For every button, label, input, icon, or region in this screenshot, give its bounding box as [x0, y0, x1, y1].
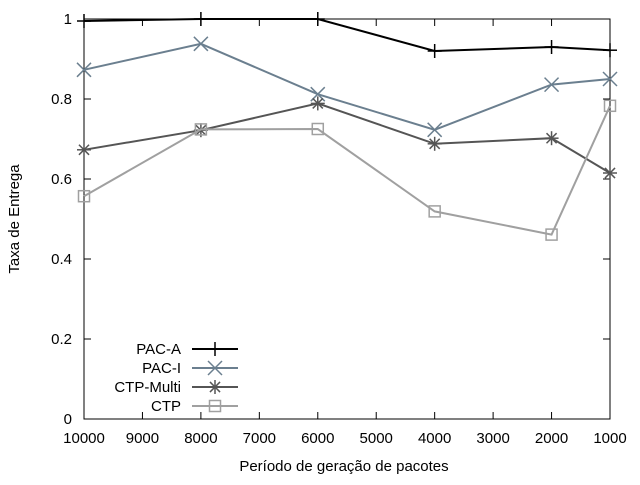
- legend-marker: [208, 380, 222, 394]
- legend-label: CTP-Multi: [114, 379, 181, 396]
- data-point: [310, 12, 325, 26]
- series-ctp-multi: [77, 96, 617, 180]
- data-point: [544, 77, 560, 93]
- data-point: [427, 122, 443, 138]
- legend-marker: [208, 399, 222, 413]
- x-axis-title: Período de geração de pacotes: [239, 458, 448, 475]
- x-tick-label: 7000: [243, 430, 276, 447]
- data-point: [311, 122, 325, 136]
- data-point: [544, 40, 559, 54]
- legend-label: PAC-A: [136, 341, 181, 358]
- y-tick-label: 0: [64, 411, 72, 428]
- x-tick-label: 4000: [418, 430, 451, 447]
- legend-label: CTP: [151, 398, 181, 415]
- legend-marker: [208, 342, 222, 356]
- legend-item: PAC-A: [136, 341, 238, 358]
- legend-item: CTP-Multi: [114, 379, 238, 396]
- data-point: [427, 44, 442, 58]
- data-point: [602, 71, 618, 87]
- y-tick-label: 0.4: [51, 251, 72, 268]
- plot-frame: [83, 18, 611, 420]
- series-line: [83, 102, 611, 174]
- series-line: [83, 42, 611, 131]
- x-tick-label: 8000: [184, 430, 217, 447]
- data-point: [603, 166, 617, 180]
- data-point: [77, 14, 91, 28]
- data-point: [77, 142, 91, 157]
- x-tick-label: 6000: [301, 430, 334, 447]
- data-point: [544, 131, 559, 146]
- data-point: [77, 189, 91, 203]
- data-point: [603, 99, 617, 113]
- data-point: [193, 36, 209, 52]
- series-ctp: [77, 99, 617, 241]
- data-point: [310, 96, 325, 111]
- data-point: [427, 136, 442, 151]
- data-point: [603, 43, 617, 58]
- x-tick-label: 9000: [126, 430, 159, 447]
- y-tick-label: 0.2: [51, 331, 72, 348]
- data-point: [428, 205, 441, 218]
- series-pac-a: [77, 12, 617, 58]
- series-pac-i: [76, 36, 618, 138]
- data-point: [545, 228, 558, 241]
- x-tick-label: 10000: [63, 430, 105, 447]
- y-axis-title: Taxa de Entrega: [6, 164, 23, 274]
- data-point: [76, 62, 92, 78]
- y-tick-label: 0.6: [51, 171, 72, 188]
- data-point: [193, 12, 208, 26]
- legend-marker: [207, 360, 223, 376]
- series-line: [83, 105, 611, 236]
- x-tick-label: 5000: [360, 430, 393, 447]
- legend-label: PAC-I: [142, 360, 181, 377]
- y-tick-label: 0.8: [51, 91, 72, 108]
- data-point: [194, 123, 208, 136]
- legend-item: PAC-I: [142, 360, 238, 377]
- x-tick-label: 1000: [593, 430, 626, 447]
- y-tick-label: 1: [64, 11, 72, 28]
- legend-item: CTP: [151, 398, 238, 415]
- x-tick-label: 2000: [535, 430, 568, 447]
- x-tick-label: 3000: [476, 430, 509, 447]
- series-line: [83, 18, 611, 53]
